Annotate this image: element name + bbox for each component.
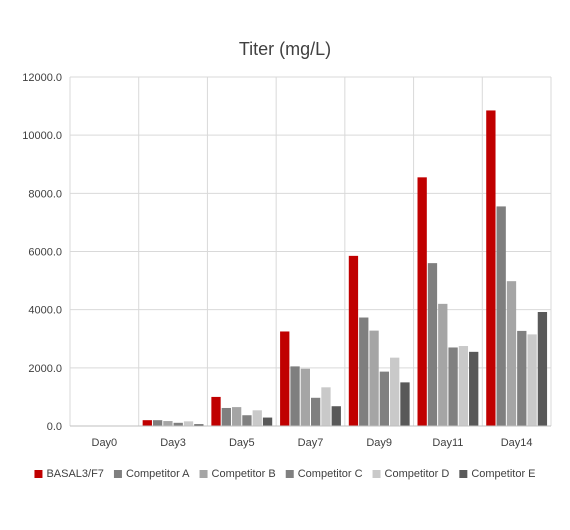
bar xyxy=(290,366,300,426)
y-tick-label: 2000.0 xyxy=(28,363,62,375)
bar xyxy=(311,397,321,426)
bar xyxy=(506,281,517,426)
chart-title: Titer (mg/L) xyxy=(239,39,331,59)
bar xyxy=(390,357,400,426)
bar xyxy=(438,303,448,426)
legend-swatch xyxy=(459,470,468,478)
legend-item: Competitor A xyxy=(113,468,190,480)
legend-swatch xyxy=(199,470,208,478)
x-tick-label: Day5 xyxy=(229,437,255,449)
bar xyxy=(211,396,221,426)
x-tick-label: Day9 xyxy=(366,437,392,449)
bar xyxy=(321,387,331,426)
legend-label: Competitor B xyxy=(212,468,276,480)
bar xyxy=(517,330,527,426)
legend-label: Competitor A xyxy=(126,468,190,480)
bar xyxy=(537,311,548,426)
x-tick-label: Day11 xyxy=(432,437,463,449)
y-tick-label: 4000.0 xyxy=(28,305,62,317)
bar xyxy=(221,407,231,426)
bar xyxy=(173,422,183,426)
bar xyxy=(163,421,173,426)
x-tick-label: Day14 xyxy=(501,437,533,449)
x-tick-label: Day0 xyxy=(92,437,118,449)
bar xyxy=(231,407,242,426)
legend-swatch xyxy=(34,470,43,478)
y-tick-label: 0.0 xyxy=(47,421,62,433)
bar xyxy=(242,415,252,426)
bar xyxy=(427,263,438,426)
bar xyxy=(331,406,341,426)
bar xyxy=(469,351,479,426)
legend-label: BASAL3/F7 xyxy=(46,468,103,480)
legend-item: Competitor E xyxy=(459,468,536,480)
legend-item: BASAL3/F7 xyxy=(34,468,104,480)
y-tick-label: 10000.0 xyxy=(22,130,62,142)
y-tick-label: 12000.0 xyxy=(22,72,62,84)
bar xyxy=(448,347,458,426)
legend-item: Competitor B xyxy=(199,468,276,480)
y-tick-label: 8000.0 xyxy=(28,188,62,200)
bar xyxy=(142,420,152,426)
legend: BASAL3/F7 Competitor A Competitor B Competi… xyxy=(34,468,536,480)
bar xyxy=(348,255,359,426)
bar xyxy=(183,421,194,426)
legend-item: Competitor D xyxy=(372,468,450,480)
legend-swatch xyxy=(372,470,381,478)
legend-label: Competitor C xyxy=(298,468,363,480)
bar xyxy=(527,334,537,426)
axis-layer: 0.0 2000.0 4000.0 6000.0 8000.0 10000.0 12000.… xyxy=(22,72,551,449)
bar xyxy=(486,110,496,426)
bar xyxy=(194,424,204,426)
bar xyxy=(417,177,427,426)
x-tick-label: Day3 xyxy=(160,437,186,449)
x-tick-label: Day7 xyxy=(298,437,324,449)
legend-swatch xyxy=(113,470,122,478)
bar xyxy=(379,371,390,426)
bar xyxy=(496,206,506,426)
legend-label: Competitor D xyxy=(385,468,450,480)
legend-item: Competitor C xyxy=(285,468,363,480)
legend-label: Competitor E xyxy=(471,468,535,480)
bar xyxy=(252,410,262,426)
bar xyxy=(152,420,163,426)
legend-swatch xyxy=(285,470,294,478)
bar xyxy=(280,331,290,426)
bar xyxy=(359,317,369,426)
bar xyxy=(262,417,273,426)
bar xyxy=(300,368,310,426)
bar xyxy=(400,382,410,426)
y-tick-label: 6000.0 xyxy=(28,247,62,259)
bars-layer xyxy=(142,110,548,426)
grid-layer xyxy=(69,76,552,426)
bar xyxy=(369,330,379,426)
bar xyxy=(458,346,469,426)
